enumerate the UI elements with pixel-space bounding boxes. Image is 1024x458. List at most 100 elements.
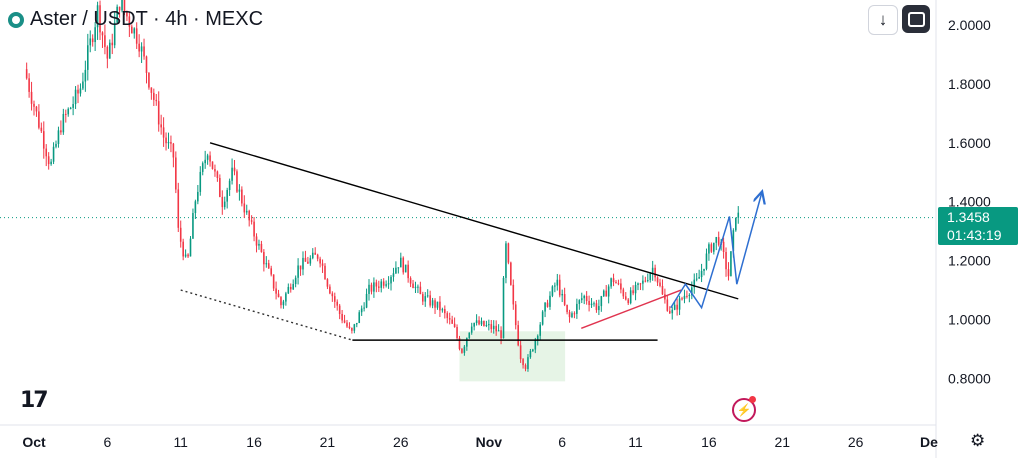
candle-up (69, 107, 72, 109)
candle-down (277, 293, 280, 298)
candle-down (219, 178, 221, 197)
candle-up (436, 301, 439, 308)
candle-down (331, 293, 334, 297)
candle-up (637, 283, 639, 286)
candle-down (106, 46, 109, 59)
candle-up (691, 287, 693, 296)
candle-up (67, 108, 70, 115)
candle-down (145, 56, 148, 73)
candle-down (275, 288, 277, 294)
last-price-value: 1.3458 (947, 209, 990, 225)
candle-up (96, 5, 99, 28)
candle-down (446, 313, 449, 319)
candle-up (52, 146, 55, 162)
candle-up (140, 46, 143, 52)
candle-up (492, 325, 495, 330)
y-tick-label: 2.0000 (948, 17, 991, 33)
candle-up (373, 282, 375, 292)
candle-down (510, 262, 512, 285)
candle-up (424, 296, 427, 302)
x-tick-label: 11 (173, 434, 188, 450)
candle-down (686, 295, 688, 297)
candle-up (673, 304, 676, 310)
candle-up (400, 257, 402, 268)
candle-up (380, 281, 383, 288)
candle-up (561, 294, 563, 296)
candle-down (659, 282, 661, 286)
candle-down (263, 252, 265, 265)
candle-down (412, 283, 414, 289)
candle-down (329, 286, 331, 294)
candle-up (703, 268, 705, 271)
y-tick-label: 1.8000 (948, 76, 991, 92)
x-tick-label: 26 (393, 434, 409, 450)
candle-down (216, 171, 219, 179)
candle-down (253, 221, 255, 237)
candle-down (299, 265, 302, 270)
x-tick-label: 6 (558, 434, 566, 450)
candle-down (243, 203, 246, 213)
rising-red-line (581, 289, 682, 329)
candle-down (725, 251, 727, 270)
candle-down (157, 101, 160, 125)
fullscreen-button[interactable] (902, 5, 930, 33)
candle-down (434, 300, 436, 308)
candle-up (94, 27, 96, 43)
lightning-icon[interactable]: ⚡ (732, 398, 756, 422)
candle-up (649, 273, 652, 281)
candle-down (478, 320, 480, 325)
candle-up (527, 357, 529, 369)
candle-down (333, 296, 336, 302)
candle-up (355, 322, 358, 325)
candle-up (532, 349, 534, 351)
lower-dotted-trendline (180, 289, 353, 341)
candle-up (84, 69, 87, 82)
candle-down (451, 319, 453, 324)
candle-down (341, 313, 343, 321)
candle-up (311, 252, 314, 259)
candle-down (512, 284, 515, 305)
candle-down (517, 325, 519, 346)
candle-down (270, 268, 272, 275)
candle-up (368, 284, 370, 294)
tradingview-logo[interactable]: 17 (20, 388, 49, 413)
candle-up (426, 295, 429, 297)
candle-down (343, 320, 346, 323)
candle-up (57, 130, 60, 144)
descending-trendline (209, 142, 739, 300)
candle-down (175, 157, 177, 190)
candle-down (622, 289, 625, 297)
candle-down (514, 304, 517, 326)
candle-up (539, 324, 541, 336)
candle-up (683, 295, 686, 299)
candle-down (632, 290, 634, 294)
projection-path (670, 193, 762, 310)
candle-down (727, 269, 730, 277)
candle-up (204, 159, 206, 164)
candle-down (348, 326, 351, 329)
candle-down (138, 43, 140, 52)
candle-down (172, 143, 175, 158)
candle-up (184, 254, 187, 257)
candle-up (197, 191, 199, 202)
candle-down (128, 16, 131, 27)
candle-up (708, 244, 710, 254)
candle-up (541, 311, 544, 325)
candle-up (285, 293, 287, 302)
settings-icon[interactable]: ⚙ (970, 431, 986, 450)
candle-down (617, 283, 620, 285)
candle-up (600, 296, 603, 307)
candle-up (62, 113, 65, 133)
candle-down (209, 155, 211, 162)
candle-down (495, 325, 497, 332)
candle-down (267, 263, 270, 269)
candle-down (546, 302, 549, 307)
download-button[interactable]: ↓ (868, 5, 898, 35)
candle-up (544, 302, 546, 312)
candle-down (45, 148, 48, 157)
candle-down (179, 227, 182, 242)
x-tick-label: Nov (476, 434, 503, 450)
candle-up (116, 6, 118, 23)
candle-down (507, 243, 510, 263)
